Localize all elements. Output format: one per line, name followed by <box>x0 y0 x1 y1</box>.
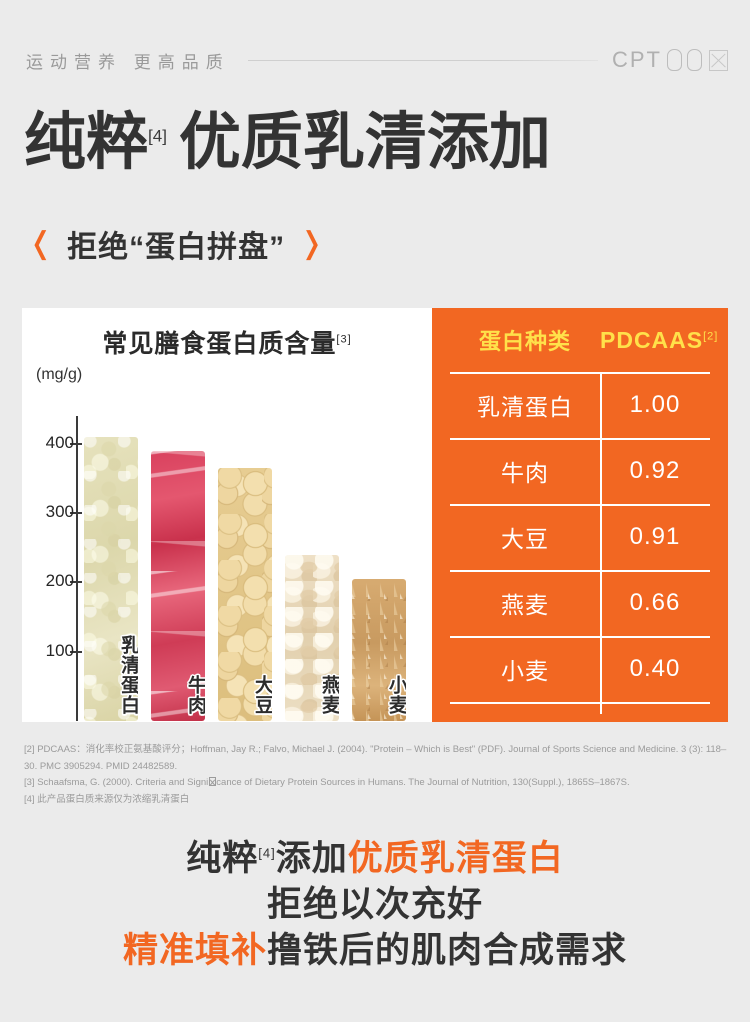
table-row: 牛肉 0.92 <box>450 438 710 504</box>
table-cell-value: 0.66 <box>629 589 681 616</box>
table-header-value: PDCAAS[2] <box>600 327 718 354</box>
table-cell-name: 大豆 <box>501 526 549 552</box>
chart-title: 常见膳食蛋白质含量[3] <box>22 324 432 360</box>
slogan-line-3: 精准填补撸铁后的肌肉合成需求 <box>0 928 750 974</box>
subtitle-text: 拒绝“蛋白拼盘” <box>67 231 286 264</box>
bar-label-3: 大豆 <box>252 675 272 715</box>
y-tick-label-100: 100 <box>45 640 74 660</box>
slogan-3a-highlight: 精准填补 <box>122 931 267 971</box>
table-row: 乳清蛋白 1.00 <box>450 372 710 438</box>
bracket-left-icon: ❬ <box>28 226 54 261</box>
table-bottom-divider <box>450 702 710 704</box>
pdcaas-table: 蛋白种类 PDCAAS[2] 乳清蛋白 1.00 牛肉 0.92 大豆 0.91 燕麦 0.6… <box>432 308 728 722</box>
oval-icon <box>667 49 682 71</box>
page-title: 纯粹[4] 优质乳清添加 <box>24 112 551 174</box>
bar-2: 牛肉 <box>151 450 205 721</box>
table-row-divider-3 <box>450 504 710 506</box>
brand-bar: 运动营养 更高品质 CPT <box>0 40 750 80</box>
table-cell-value: 0.91 <box>629 523 681 550</box>
table-row: 燕麦 0.66 <box>450 570 710 636</box>
bracket-right-icon: ❭ <box>299 226 325 261</box>
bar-4: 燕麦 <box>285 554 339 721</box>
missing-glyph-icon <box>208 777 216 787</box>
y-tick-300 <box>70 512 82 515</box>
chart-title-footnote-ref: [3] <box>336 333 352 346</box>
slogan-1c-highlight: 优质乳清蛋白 <box>347 839 564 878</box>
table-row-divider-5 <box>450 636 710 638</box>
table-row-divider-1 <box>450 372 710 374</box>
slogan-3b: 撸铁后的肌肉合成需求 <box>267 931 628 971</box>
headline-rest: 优质乳清添加 <box>178 108 551 177</box>
slogan-1a: 纯粹 <box>186 839 259 878</box>
footnote-4: [4] 此产品蛋白质来源仅为浓缩乳清蛋白 <box>24 793 190 805</box>
comparison-card: 常见膳食蛋白质含量[3] (mg/g) 400 300 200 100 乳清蛋白 牛肉大… <box>22 308 728 722</box>
footnotes: [2] PDCAAS：消化率校正氨基酸评分；Hoffman, Jay R.; F… <box>24 742 730 809</box>
y-tick-100 <box>70 650 82 653</box>
protein-content-chart: 常见膳食蛋白质含量[3] (mg/g) 400 300 200 100 乳清蛋白牛肉 大… <box>22 308 432 722</box>
brand-logo-text: CPT <box>612 47 662 72</box>
slogan-footnote-ref: [4] <box>258 845 276 861</box>
bar-1: 乳清蛋白 <box>84 436 138 721</box>
chart-y-unit: (mg/g) <box>36 366 83 383</box>
footnote-3-part1: [3] Schaafsma, G. (2000). Criteria and S… <box>24 777 209 789</box>
y-tick-label-400: 400 <box>45 432 74 452</box>
table-cell-value: 0.92 <box>629 457 681 484</box>
y-tick-label-300: 300 <box>45 502 74 522</box>
table-column-divider <box>600 372 602 714</box>
table-cell-value: 1.00 <box>629 391 681 418</box>
table-cell-name: 燕麦 <box>501 592 549 618</box>
slogan-1b: 添加 <box>275 839 348 878</box>
bottom-slogan: 纯粹[4]添加优质乳清蛋白 拒绝以次充好 精准填补撸铁后的肌肉合成需求 <box>0 836 750 975</box>
bar-group: 乳清蛋白牛肉 大豆 燕麦 小麦 <box>84 411 428 721</box>
table-body: 乳清蛋白 1.00 牛肉 0.92 大豆 0.91 燕麦 0.66 小麦 0.40 <box>450 372 710 702</box>
table-cell-name: 牛肉 <box>501 460 549 486</box>
table-header-row: 蛋白种类 PDCAAS[2] <box>450 308 717 372</box>
footnote-3: [3] Schaafsma, G. (2000). Criteria and S… <box>24 775 730 792</box>
bar-3: 大豆 <box>218 468 272 721</box>
chart-plot-area: 400 300 200 100 乳清蛋白牛肉 大豆 燕麦 小麦 <box>22 308 432 722</box>
slogan-line-2: 拒绝以次充好 <box>266 885 483 925</box>
brand-logo: CPT <box>612 47 728 73</box>
bar-label-2: 牛肉 <box>185 675 205 715</box>
y-tick-200 <box>70 581 82 584</box>
table-header-footnote-ref: [2] <box>703 329 719 342</box>
y-tick-label-200: 200 <box>45 571 74 591</box>
oval-icon-2 <box>687 49 702 71</box>
table-row: 小麦 0.40 <box>450 636 710 702</box>
bar-label-1: 乳清蛋白 <box>118 635 138 715</box>
bar-5: 小麦 <box>352 578 406 721</box>
brand-tagline: 运动营养 更高品质 <box>26 52 230 72</box>
slogan-line-1: 纯粹[4]添加优质乳清蛋白 <box>0 836 750 882</box>
y-axis <box>76 416 78 721</box>
table-row: 大豆 0.91 <box>450 504 710 570</box>
y-tick-400 <box>70 442 82 445</box>
headline-lead: 纯粹 <box>24 108 149 177</box>
footnote-2: [2] PDCAAS：消化率校正氨基酸评分；Hoffman, Jay R.; F… <box>24 744 727 772</box>
brand-divider <box>247 59 598 61</box>
table-header-value-text: PDCAAS <box>600 326 704 353</box>
bar-label-4: 燕麦 <box>319 675 339 715</box>
chart-title-text: 常见膳食蛋白质含量 <box>102 330 337 358</box>
table-cell-value: 0.40 <box>629 655 681 682</box>
table-cell-name: 小麦 <box>501 658 549 684</box>
subtitle: ❬ 拒绝“蛋白拼盘” ❭ <box>28 222 324 266</box>
table-row-divider-2 <box>450 438 710 440</box>
footnote-3-part2: cance of Dietary Protein Sources in Huma… <box>216 777 630 789</box>
table-cell-name: 乳清蛋白 <box>477 394 573 420</box>
table-row-divider-4 <box>450 570 710 572</box>
table-header-name: 蛋白种类 <box>478 329 571 354</box>
crossed-box-icon <box>709 49 728 71</box>
headline-footnote-ref: [4] <box>148 126 167 146</box>
bar-label-5: 小麦 <box>386 675 406 715</box>
